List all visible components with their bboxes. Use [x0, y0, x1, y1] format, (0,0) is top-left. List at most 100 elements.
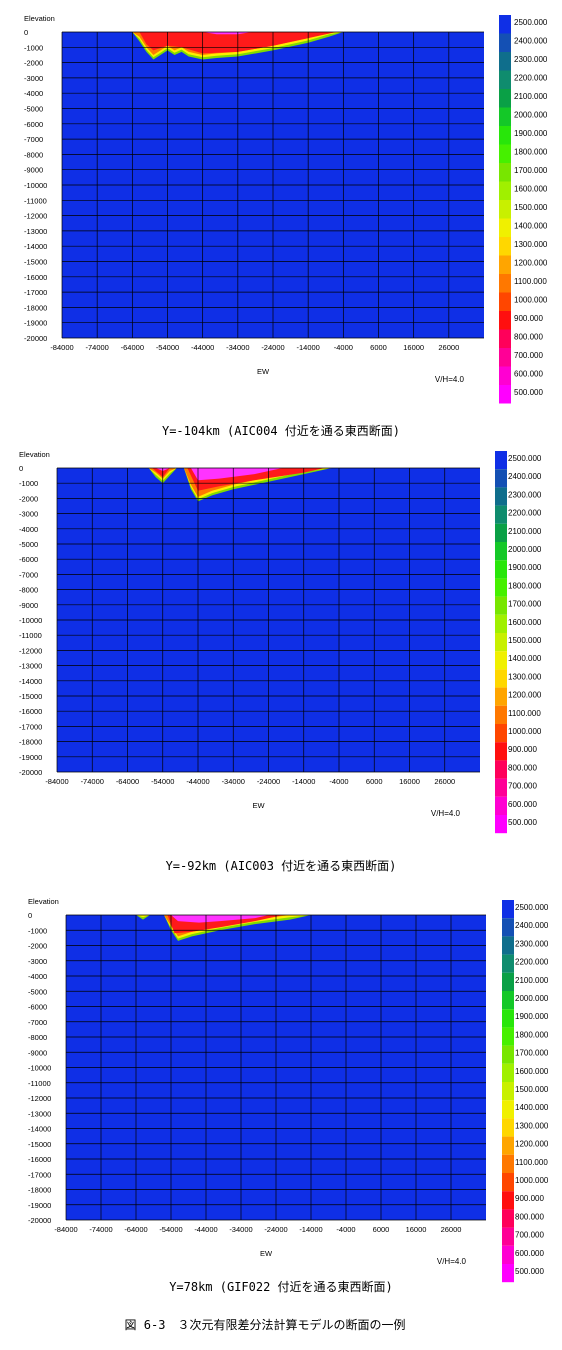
colorbar-label: 2300.000: [515, 939, 549, 948]
x-tick-label: 6000: [370, 343, 387, 352]
colorbar-label: 2200.000: [514, 74, 548, 83]
colorbar-label: 2500.000: [508, 454, 542, 463]
colorbar-swatch: [499, 52, 511, 71]
colorbar-label: 1800.000: [514, 148, 548, 157]
y-tick-label: -16000: [19, 707, 42, 716]
colorbar-label: 2400.000: [515, 921, 549, 930]
x-tick-label: -14000: [299, 1225, 322, 1234]
y-axis-label: Elevation: [19, 450, 50, 459]
x-tick-label: -44000: [186, 777, 209, 786]
colorbar-swatch: [495, 778, 507, 797]
colorbar-label: 1200.000: [514, 259, 548, 268]
colorbar-swatch: [502, 1082, 514, 1101]
y-tick-label: -9000: [19, 601, 38, 610]
colorbar-swatch: [502, 1009, 514, 1028]
colorbar-label: 1700.000: [508, 600, 542, 609]
section-chart-1: 0 -1000 -2000 -3000 -4000 -5000 -6000 -7000 -800…: [24, 14, 548, 404]
y-tick-label: -7000: [28, 1018, 47, 1027]
y-tick-label: -7000: [24, 135, 43, 144]
vh-ratio-label: V/H=4.0: [435, 375, 465, 384]
x-axis-label: EW: [260, 1249, 273, 1258]
y-tick-label: 0: [19, 464, 23, 473]
y-tick-label: -8000: [24, 150, 43, 159]
colorbar-label: 1200.000: [508, 691, 542, 700]
y-tick-label: -12000: [19, 646, 42, 655]
x-tick-label: -64000: [124, 1225, 147, 1234]
y-tick-label: -17000: [28, 1170, 51, 1179]
y-tick-label: -20000: [24, 334, 47, 343]
colorbar-swatch: [502, 954, 514, 973]
colorbar-label: 2400.000: [514, 37, 548, 46]
colorbar-swatch: [495, 560, 507, 579]
basin-layer-magenta: [171, 915, 269, 923]
colorbar-label: 1100.000: [515, 1158, 548, 1167]
y-tick-label: -11000: [19, 631, 42, 640]
colorbar-label: 1600.000: [515, 1067, 549, 1076]
colorbar-swatch: [499, 89, 511, 108]
colorbar-swatch: [502, 936, 514, 955]
colorbar-label: 2100.000: [514, 92, 548, 101]
colorbar-label: 1500.000: [508, 636, 542, 645]
colorbar-label: 900.000: [508, 745, 537, 754]
section-chart-2: 0 -1000 -2000 -3000 -4000 -5000 -6000 -7000 -800…: [19, 450, 542, 834]
y-tick-label: -7000: [19, 570, 38, 579]
y-tick-label: -5000: [19, 540, 38, 549]
colorbar-swatch: [495, 651, 507, 670]
x-tick-label: -44000: [191, 343, 214, 352]
colorbar-label: 600.000: [515, 1249, 544, 1258]
x-tick-label: -14000: [292, 777, 315, 786]
y-tick-label: -1000: [19, 479, 38, 488]
colorbar-swatch: [502, 1100, 514, 1119]
x-tick-label: -54000: [156, 343, 179, 352]
y-tick-label: -13000: [19, 662, 42, 671]
colorbar-swatch: [495, 523, 507, 542]
colorbar-swatch: [495, 542, 507, 561]
colorbar-label: 1800.000: [508, 581, 542, 590]
y-tick-label: -15000: [24, 258, 47, 267]
colorbar-label: 1400.000: [515, 1103, 549, 1112]
y-tick-label: -17000: [19, 722, 42, 731]
colorbar-swatch: [495, 451, 507, 470]
section-caption-1: Y=-104km (AIC004 付近を通る東西断面): [161, 424, 401, 438]
x-axis-label: EW: [257, 367, 270, 376]
y-tick-label: -19000: [24, 319, 47, 328]
colorbar-swatch: [499, 292, 511, 311]
y-tick-label: -17000: [24, 288, 47, 297]
colorbar-label: 900.000: [515, 1194, 544, 1203]
colorbar-swatch: [499, 366, 511, 385]
colorbar-swatch: [502, 1118, 514, 1137]
colorbar-swatch: [502, 1063, 514, 1082]
colorbar-swatch: [502, 1045, 514, 1064]
y-tick-label: -6000: [19, 555, 38, 564]
colorbar-swatch: [495, 669, 507, 688]
x-tick-label: -24000: [264, 1225, 287, 1234]
y-tick-label: -6000: [24, 120, 43, 129]
y-tick-label: -10000: [19, 616, 42, 625]
y-tick-label: -2000: [24, 59, 43, 68]
colorbar-label: 600.000: [514, 370, 543, 379]
y-tick-label: -8000: [19, 586, 38, 595]
colorbar-label: 700.000: [508, 782, 537, 791]
colorbar-label: 500.000: [514, 388, 543, 397]
colorbar-label: 2100.000: [508, 527, 542, 536]
colorbar-label: 2400.000: [508, 472, 542, 481]
colorbar-swatch: [499, 15, 511, 34]
colorbar-swatch: [502, 1173, 514, 1192]
colorbar-label: 500.000: [515, 1267, 544, 1276]
y-tick-label: -5000: [28, 987, 47, 996]
colorbar-swatch: [499, 255, 511, 274]
colorbar-label: 800.000: [508, 763, 537, 772]
colorbar-label: 2000.000: [515, 994, 549, 1003]
colorbar-swatch: [495, 578, 507, 597]
y-tick-label: -12000: [28, 1094, 51, 1103]
colorbar-label: 500.000: [508, 818, 537, 827]
y-tick-label: -14000: [24, 242, 47, 251]
colorbar-swatch: [495, 796, 507, 815]
x-tick-label: -44000: [194, 1225, 217, 1234]
colorbar-swatch: [495, 687, 507, 706]
colorbar-swatch: [502, 991, 514, 1010]
colorbar-swatch: [495, 614, 507, 633]
y-tick-label: 0: [28, 911, 32, 920]
y-tick-label: -18000: [24, 303, 47, 312]
x-tick-label: -54000: [159, 1225, 182, 1234]
